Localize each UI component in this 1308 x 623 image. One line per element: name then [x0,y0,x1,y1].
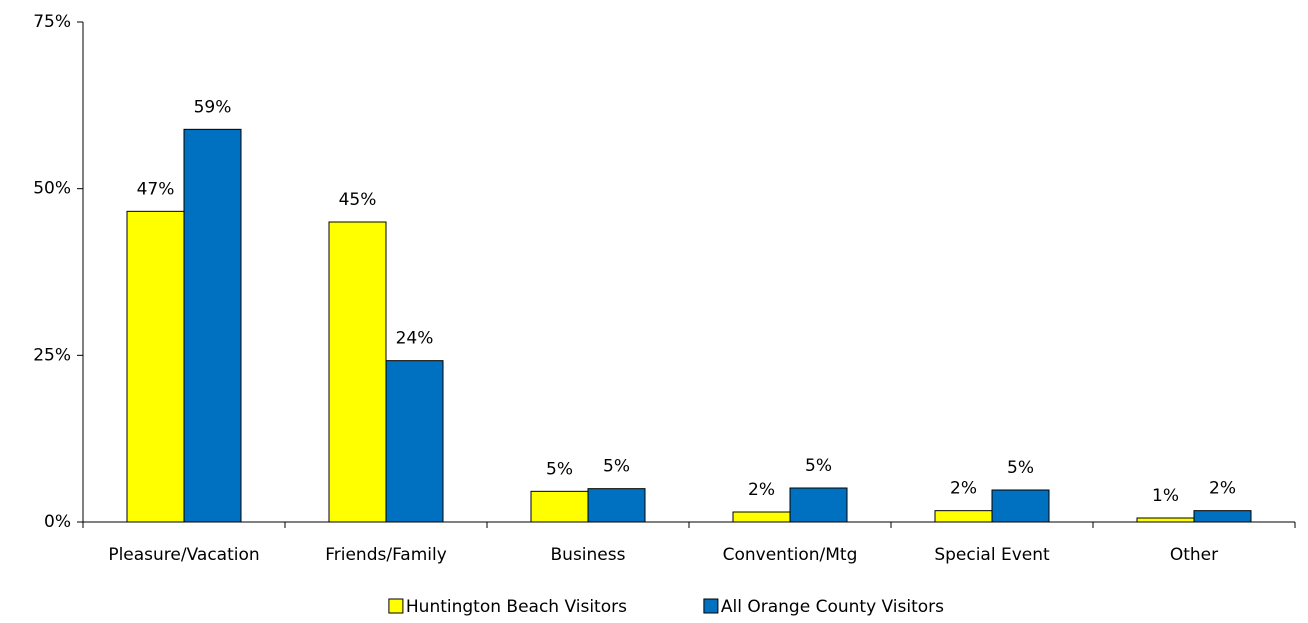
bar [126,210,185,523]
y-tick-label: 50% [33,179,71,199]
x-tick-label: Pleasure/Vacation [108,545,259,565]
bar [183,128,242,523]
x-tick-label: Business [551,545,626,565]
bar [1193,510,1252,523]
legend-label: All Orange County Visitors [721,597,944,617]
value-label: 5% [805,456,832,476]
value-label: 5% [603,457,630,477]
value-label: 24% [396,329,434,349]
value-label: 45% [339,190,377,210]
value-label: 5% [546,459,573,479]
y-tick-label: 0% [44,512,71,532]
legend-swatch [388,598,404,614]
bar [328,221,387,523]
bar [934,510,993,523]
value-label: 47% [137,179,175,199]
value-label: 2% [1209,479,1236,499]
x-tick-label: Convention/Mtg [723,545,858,565]
bar [587,488,646,523]
bar [991,489,1050,523]
value-label: 2% [950,479,977,499]
x-tick-label: Other [1170,545,1218,565]
legend-label: Huntington Beach Visitors [406,597,627,617]
y-tick-label: 75% [33,12,71,32]
x-tick-label: Special Event [934,545,1050,565]
value-label: 59% [194,97,232,117]
value-label: 2% [748,480,775,500]
y-tick-label: 25% [33,345,71,365]
bar [1136,517,1195,523]
legend-swatch [703,598,719,614]
bar [732,511,791,523]
value-label: 1% [1152,486,1179,506]
bar [385,360,444,523]
bar [789,487,848,523]
x-tick-label: Friends/Family [325,545,447,565]
value-label: 5% [1007,458,1034,478]
bar [530,490,589,523]
